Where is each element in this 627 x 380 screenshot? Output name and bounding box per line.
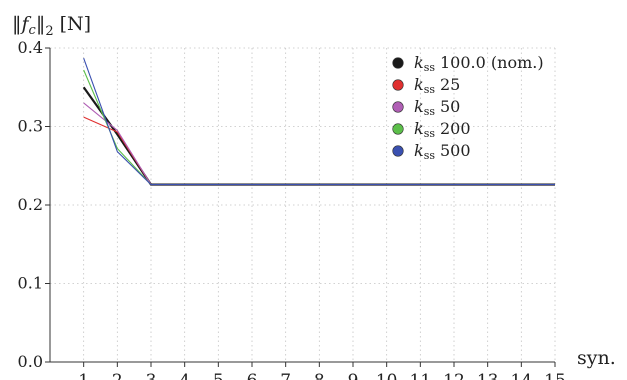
legend-label: kss 25 xyxy=(414,75,460,96)
x-tick-label: 10 xyxy=(376,371,398,380)
x-tick-label: 15 xyxy=(544,371,566,380)
grid xyxy=(50,47,556,362)
y-axis-title: ‖fc‖2 [N] xyxy=(12,13,91,39)
y-tick-label: 0.4 xyxy=(18,38,43,57)
x-tick-label: 1 xyxy=(78,371,89,380)
x-tick-label: 11 xyxy=(410,371,432,380)
y-tick-label: 0.2 xyxy=(18,195,43,214)
x-tick-label: 8 xyxy=(314,371,325,380)
legend-label: kss 100.0 (nom.) xyxy=(414,53,544,74)
y-axis-title-norm-right: ‖ xyxy=(36,13,46,35)
y-tick-label: 0.1 xyxy=(18,274,43,293)
legend-marker xyxy=(392,79,404,91)
x-tick-label: 5 xyxy=(213,371,224,380)
legend-marker xyxy=(392,123,404,135)
y-axis-title-sub: c xyxy=(29,23,37,38)
legend-marker xyxy=(392,145,404,157)
y-axis-title-two: 2 xyxy=(45,24,53,39)
legend-marker xyxy=(392,101,404,113)
legend-label: kss 50 xyxy=(414,97,460,118)
y-tick-label: 0.3 xyxy=(18,117,43,136)
axes: 1234567891011121314150.00.10.20.30.4 xyxy=(18,38,566,380)
series-line-500 xyxy=(83,58,555,186)
x-tick-label: 14 xyxy=(511,371,533,380)
legend-label: kss 500 xyxy=(414,141,471,162)
series-line-200 xyxy=(83,69,555,186)
x-tick-label: 2 xyxy=(112,371,123,380)
legend-marker xyxy=(392,57,404,69)
y-axis-title-unit: [N] xyxy=(60,13,91,35)
y-axis-title-f: f xyxy=(20,13,32,35)
x-tick-label: 3 xyxy=(146,371,157,380)
y-axis-title-norm-left: ‖ xyxy=(12,13,22,35)
x-tick-label: 7 xyxy=(280,371,291,380)
x-tick-label: 9 xyxy=(348,371,359,380)
x-tick-label: 6 xyxy=(247,371,258,380)
x-tick-label: 4 xyxy=(179,371,190,380)
x-axis-title: syn. xyxy=(577,347,616,369)
y-tick-label: 0.0 xyxy=(18,352,43,371)
x-tick-label: 12 xyxy=(443,371,465,380)
x-tick-label: 13 xyxy=(477,371,499,380)
series-lines xyxy=(82,58,555,186)
legend-label: kss 200 xyxy=(414,119,471,140)
